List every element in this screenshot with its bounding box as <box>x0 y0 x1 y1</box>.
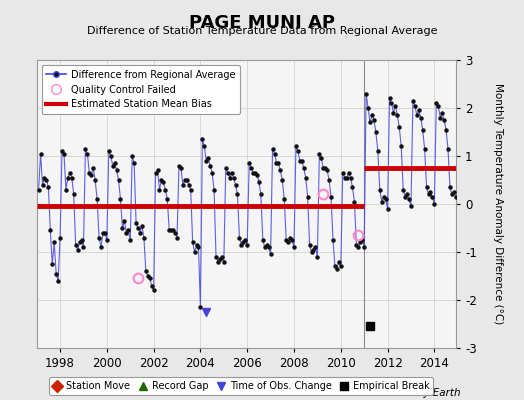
Text: Berkeley Earth: Berkeley Earth <box>385 388 461 398</box>
Y-axis label: Monthly Temperature Anomaly Difference (°C): Monthly Temperature Anomaly Difference (… <box>494 83 504 325</box>
Legend: Difference from Regional Average, Quality Control Failed, Estimated Station Mean: Difference from Regional Average, Qualit… <box>41 65 240 114</box>
Text: Difference of Station Temperature Data from Regional Average: Difference of Station Temperature Data f… <box>87 26 437 36</box>
Legend: Station Move, Record Gap, Time of Obs. Change, Empirical Break: Station Move, Record Gap, Time of Obs. C… <box>49 377 433 395</box>
Text: PAGE MUNI AP: PAGE MUNI AP <box>189 14 335 32</box>
